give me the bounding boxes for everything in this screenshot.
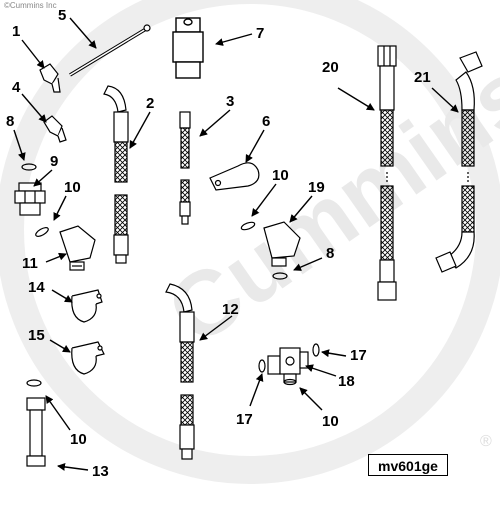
callout-numbers: 1 5 7 4 2 3 8 6 9 10 10 19 11 8 14 15 12… xyxy=(6,7,431,480)
watermark-text: Cummins xyxy=(150,41,500,365)
callout-15: 15 xyxy=(28,327,45,344)
part-13-tube xyxy=(26,397,46,467)
arrow-10-b xyxy=(45,395,71,431)
callout-7: 7 xyxy=(256,25,264,42)
o-ring-10-a xyxy=(35,227,49,237)
o-ring-17-right xyxy=(312,343,320,357)
part-1-elbow xyxy=(39,63,61,93)
callout-10-a: 10 xyxy=(64,179,81,196)
callout-5: 5 xyxy=(58,7,66,24)
callout-8-left: 8 xyxy=(6,113,14,130)
leader-lines xyxy=(13,17,459,471)
arrow-20 xyxy=(337,87,375,111)
callout-17-left: 17 xyxy=(236,411,253,428)
arrow-10-a xyxy=(53,195,67,221)
callout-21: 21 xyxy=(414,69,431,86)
arrow-17-right xyxy=(321,349,347,358)
callout-1: 1 xyxy=(12,23,20,40)
part-3-hose xyxy=(179,111,191,225)
part-6-clamp xyxy=(209,162,260,191)
arrow-4 xyxy=(21,93,47,123)
arrow-8-right xyxy=(293,257,323,271)
part-12-hose xyxy=(165,283,195,460)
callout-6: 6 xyxy=(262,113,270,130)
callout-20: 20 xyxy=(322,59,339,76)
arrow-6 xyxy=(245,129,265,163)
arrow-19 xyxy=(289,195,313,223)
callout-14: 14 xyxy=(28,279,45,296)
arrow-13 xyxy=(57,462,89,471)
part-11-elbow xyxy=(59,225,96,271)
diagram-code: mv601ge xyxy=(368,454,448,476)
part-18-tee xyxy=(267,347,309,383)
copyright-text: ©Cummins Inc xyxy=(4,1,57,10)
part-15-clamp xyxy=(71,341,105,375)
o-ring-10-b xyxy=(26,379,42,387)
part-2-hose xyxy=(103,85,129,264)
part-9-fitting xyxy=(14,182,46,216)
arrow-11 xyxy=(45,252,67,263)
arrow-15 xyxy=(49,339,71,353)
callout-17-right: 17 xyxy=(350,347,367,364)
callout-13: 13 xyxy=(92,463,109,480)
o-ring-10-c xyxy=(240,221,256,231)
arrow-21 xyxy=(431,87,459,113)
callout-4: 4 xyxy=(12,79,21,96)
callout-10-d: 10 xyxy=(322,413,339,430)
callout-10-c: 10 xyxy=(272,167,289,184)
callout-9: 9 xyxy=(50,153,58,170)
part-14-clamp xyxy=(71,289,103,323)
arrow-5 xyxy=(69,17,97,49)
arrow-2 xyxy=(129,111,151,149)
arrow-3 xyxy=(199,109,231,137)
callout-11: 11 xyxy=(22,255,38,272)
part-19-elbow xyxy=(263,221,301,267)
callout-8-right: 8 xyxy=(326,245,334,262)
o-ring-17-left xyxy=(258,359,266,373)
arrow-1 xyxy=(21,39,45,69)
part-7-cylinder xyxy=(172,17,204,79)
arrow-10-c xyxy=(251,183,277,217)
o-ring-8-right xyxy=(272,272,288,280)
arrow-18 xyxy=(305,364,337,377)
arrow-10-d xyxy=(299,387,323,411)
o-ring-10-d xyxy=(283,378,297,386)
arrow-9 xyxy=(33,169,53,187)
part-21-hose xyxy=(435,51,483,273)
callout-2: 2 xyxy=(146,95,154,112)
callout-19: 19 xyxy=(308,179,325,196)
callout-18: 18 xyxy=(338,373,355,390)
part-4-elbow xyxy=(43,115,67,143)
callout-12: 12 xyxy=(222,301,239,318)
callout-3: 3 xyxy=(226,93,234,110)
arrow-7 xyxy=(215,33,253,46)
registered-mark: ® xyxy=(480,433,492,450)
callout-10-b: 10 xyxy=(70,431,87,448)
arrow-14 xyxy=(51,289,73,303)
arrow-8-left xyxy=(13,129,26,161)
arrow-17-left xyxy=(249,373,264,407)
part-5-rod xyxy=(69,24,151,77)
arrow-12 xyxy=(199,315,233,341)
part-20-hose xyxy=(377,45,397,301)
o-ring-8-left xyxy=(21,163,37,171)
